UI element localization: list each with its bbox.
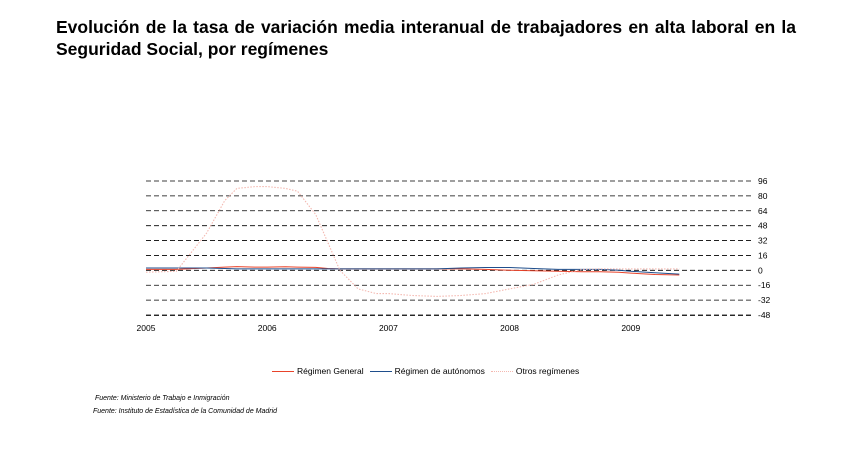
source-note-1: Fuente: Ministerio de Trabajo e Inmigrac… [95, 395, 230, 402]
legend-swatch [272, 370, 294, 372]
legend-swatch [490, 370, 513, 372]
source-note-2: Fuente: Instituto de Estadística de la C… [93, 408, 278, 415]
legend-item-regimen-autonomos: Régimen de autónomos [369, 366, 485, 376]
y-tick-label: -32 [758, 295, 771, 305]
series-line-otros-regimenes [145, 186, 680, 297]
legend-swatch [369, 370, 392, 372]
gridlines [146, 180, 752, 316]
y-tick-label: 96 [758, 176, 768, 186]
x-tick-label: 2009 [621, 323, 640, 333]
x-tick-label: 2006 [258, 323, 277, 333]
y-tick-label: -48 [758, 310, 771, 320]
chart-title: Evolución de la tasa de variación media … [56, 17, 796, 59]
x-tick-label: 2007 [379, 323, 398, 333]
y-tick-label: 48 [758, 221, 768, 231]
legend-label: Régimen de autónomos [394, 366, 485, 376]
legend-item-regimen-general: Régimen General [272, 366, 364, 376]
x-tick-label: 2005 [137, 323, 156, 333]
y-tick-label: 64 [758, 206, 768, 216]
y-tick-label: 0 [758, 265, 763, 275]
legend-label: Otros regímenes [515, 366, 580, 376]
legend-item-otros-regimenes: Otros regímenes [490, 366, 580, 376]
series-line-regimen-general [146, 266, 680, 276]
tick-labels: 96 80 64 48 32 16 0 -16 -32 -48 2005 2006 2007 2008 20… [137, 176, 771, 333]
series-line-regimen-autonomos [146, 267, 680, 275]
y-tick-label: 80 [758, 191, 768, 201]
legend: Régimen General Régimen de autónomos Otr… [272, 366, 585, 376]
y-tick-label: 32 [758, 236, 768, 246]
y-tick-label: -16 [758, 280, 771, 290]
series-lines [145, 186, 680, 297]
legend-label: Régimen General [297, 366, 364, 376]
x-tick-label: 2008 [500, 323, 519, 333]
y-tick-label: 16 [758, 250, 768, 260]
